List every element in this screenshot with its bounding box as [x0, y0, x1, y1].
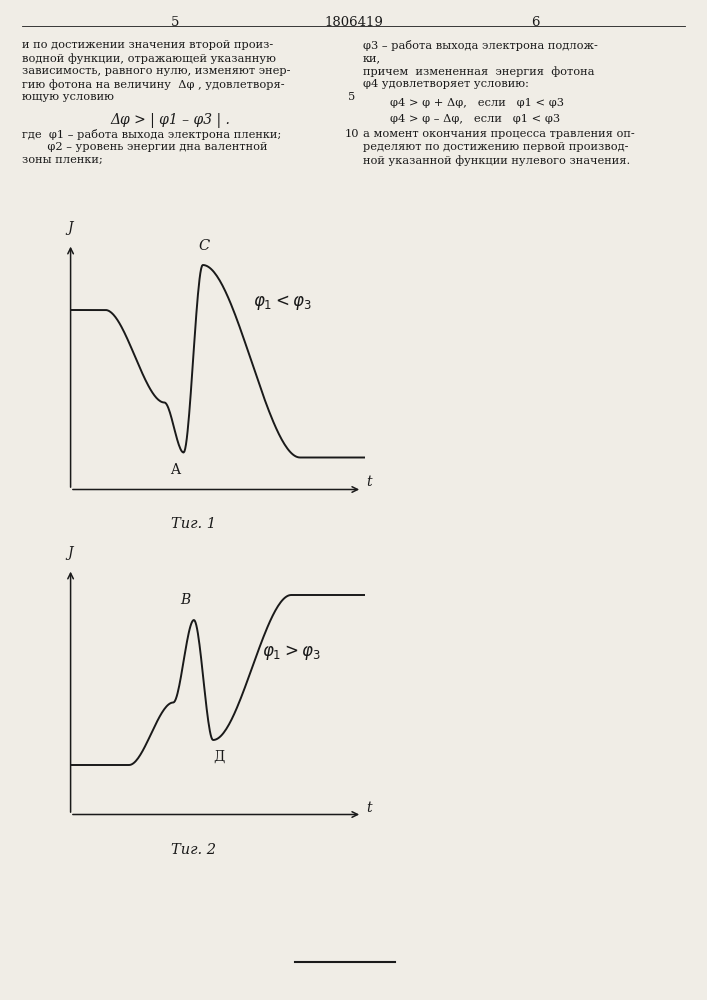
Text: t: t [366, 476, 372, 489]
Text: 6: 6 [531, 16, 539, 29]
Text: φ3 – работа выхода электрона подлож-: φ3 – работа выхода электрона подлож- [363, 40, 598, 51]
Text: φ4 > φ – Δφ,   если   φ1 < φ3: φ4 > φ – Δφ, если φ1 < φ3 [390, 114, 560, 124]
Text: B: B [180, 593, 190, 607]
Text: t: t [366, 800, 372, 814]
Text: ной указанной функции нулевого значения.: ной указанной функции нулевого значения. [363, 155, 630, 166]
Text: $\varphi_1 < \varphi_3$: $\varphi_1 < \varphi_3$ [253, 293, 312, 312]
Text: 5: 5 [349, 92, 356, 102]
Text: 1806419: 1806419 [325, 16, 383, 29]
Text: где  φ1 – работа выхода электрона пленки;: где φ1 – работа выхода электрона пленки; [22, 129, 281, 140]
Text: водной функции, отражающей указанную: водной функции, отражающей указанную [22, 53, 276, 64]
Text: A: A [170, 462, 180, 477]
Text: зависимость, равного нулю, изменяют энер-: зависимость, равного нулю, изменяют энер… [22, 66, 291, 76]
Text: 10: 10 [345, 129, 359, 139]
Text: зоны пленки;: зоны пленки; [22, 155, 103, 165]
Text: а момент окончания процесса травления оп-: а момент окончания процесса травления оп… [363, 129, 635, 139]
Text: Д: Д [214, 750, 225, 764]
Text: φ4 > φ + Δφ,   если   φ1 < φ3: φ4 > φ + Δφ, если φ1 < φ3 [390, 98, 564, 108]
Text: причем  измененная  энергия  фотона: причем измененная энергия фотона [363, 66, 595, 77]
Text: гию фотона на величину  Δφ , удовлетворя-: гию фотона на величину Δφ , удовлетворя- [22, 79, 285, 90]
Text: и по достижении значения второй произ-: и по достижении значения второй произ- [22, 40, 273, 50]
Text: 5: 5 [171, 16, 179, 29]
Text: φ4 удовлетворяет условию:: φ4 удовлетворяет условию: [363, 79, 529, 89]
Text: J: J [68, 546, 74, 560]
Text: Δφ > | φ1 – φ3 | .: Δφ > | φ1 – φ3 | . [110, 113, 230, 128]
Text: ющую условию: ющую условию [22, 92, 114, 102]
Text: C: C [199, 238, 210, 252]
Text: Τиг. 1: Τиг. 1 [171, 518, 216, 532]
Text: J: J [68, 221, 74, 235]
Text: ки,: ки, [363, 53, 381, 63]
Text: $\varphi_1 > \varphi_3$: $\varphi_1 > \varphi_3$ [262, 643, 320, 662]
Text: φ2 – уровень энергии дна валентной: φ2 – уровень энергии дна валентной [22, 142, 267, 152]
Text: ределяют по достижению первой производ-: ределяют по достижению первой производ- [363, 142, 629, 152]
Text: Τиг. 2: Τиг. 2 [171, 842, 216, 856]
